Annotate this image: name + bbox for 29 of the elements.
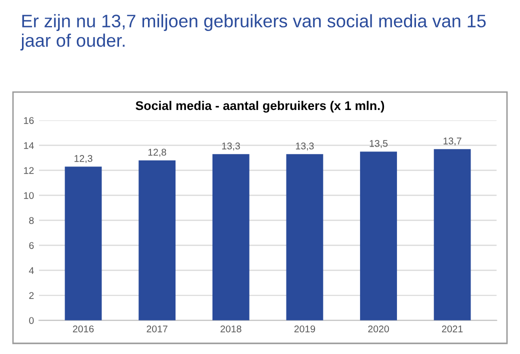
y-tick-label: 8 bbox=[29, 217, 34, 224]
y-tick-label: 14 bbox=[24, 142, 34, 149]
chart-subtitle: Social media - aantal gebruikers (x 1 mln.) bbox=[136, 100, 384, 113]
chart-title: Er zijn nu 13,7 miljoen gebruikers van social media van 15 jaar of ouder. bbox=[20, 14, 486, 50]
bar bbox=[138, 160, 176, 320]
data-label: 13,7 bbox=[444, 138, 462, 146]
data-label: 13,5 bbox=[370, 140, 388, 148]
y-tick-label: 4 bbox=[28, 267, 34, 274]
bar bbox=[212, 154, 250, 320]
x-tick-label: 2019 bbox=[294, 325, 316, 332]
bar bbox=[64, 166, 102, 320]
x-tick-label: 2016 bbox=[72, 325, 94, 332]
y-tick-label: 16 bbox=[24, 117, 34, 124]
y-tick-label: 6 bbox=[29, 242, 34, 249]
data-label: 12,3 bbox=[74, 155, 92, 164]
x-tick-label: 2017 bbox=[146, 325, 168, 332]
y-tick-label: 10 bbox=[24, 192, 34, 199]
bar bbox=[360, 152, 397, 320]
data-label: 13,3 bbox=[296, 142, 314, 151]
data-label: 12,8 bbox=[148, 148, 166, 157]
x-tick-label: 2021 bbox=[442, 325, 463, 332]
y-tick-label: 12 bbox=[24, 167, 34, 174]
x-tick-label: 2020 bbox=[368, 325, 389, 332]
bar bbox=[286, 154, 324, 320]
bar bbox=[434, 149, 471, 320]
y-tick-label: 2 bbox=[29, 292, 34, 299]
x-tick-label: 2018 bbox=[220, 325, 242, 332]
y-tick-label: 0 bbox=[29, 317, 34, 324]
data-label: 13,3 bbox=[222, 142, 240, 151]
